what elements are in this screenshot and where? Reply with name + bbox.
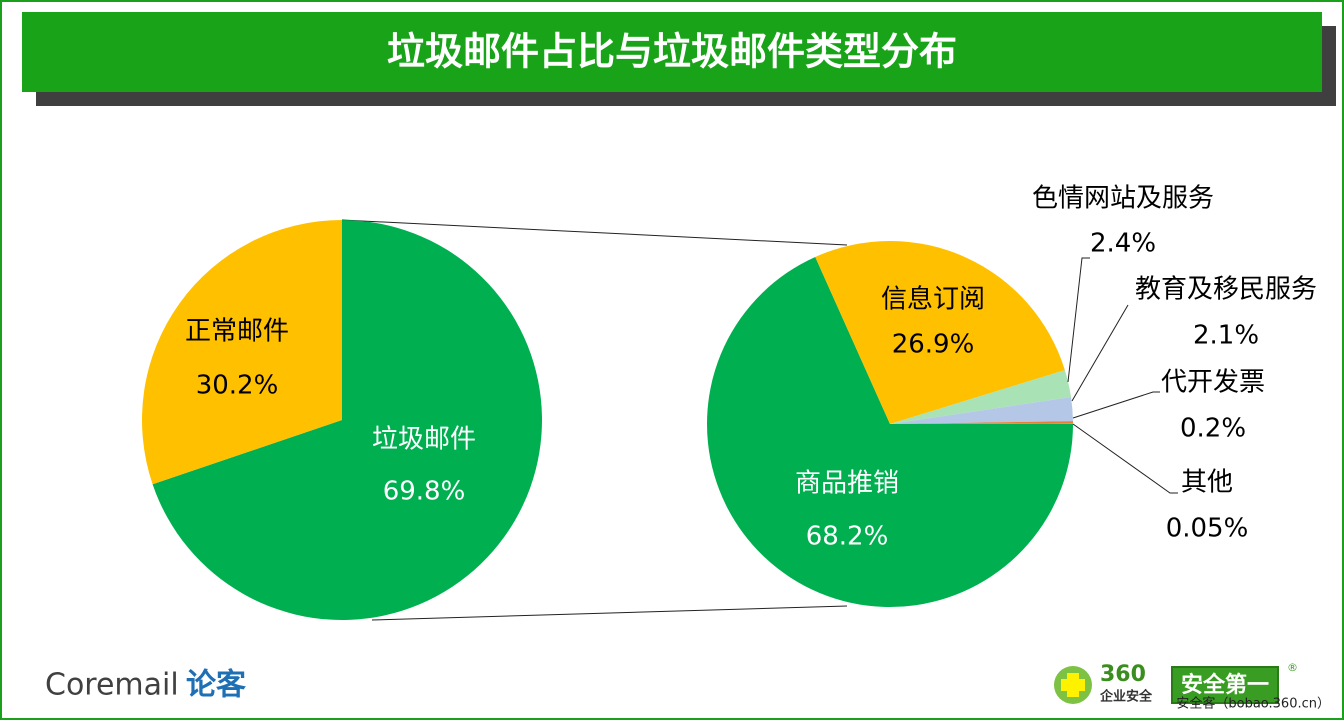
source: 安全客（bobao.360.cn） [1176,696,1330,712]
category-label: 商品推销 [795,469,899,499]
leader-line [1071,304,1129,402]
value-label: 0.2% [1180,414,1246,444]
pie-slice [142,220,342,485]
leader-line [1072,423,1178,494]
category-label: 色情网站及服务 [1032,184,1214,214]
value-label: 0.05% [1166,514,1249,544]
brand-cn: 论客 [186,668,246,703]
leader-line [1072,391,1160,419]
value-label: 2.1% [1193,321,1259,351]
category-label: 正常邮件 [185,317,289,347]
logo-number: 360 [1100,662,1146,687]
pie-slice [152,220,543,621]
pie-slice [890,423,1073,424]
badge-box [1171,666,1279,704]
value-label: 2.4% [1090,229,1156,259]
badge: 安全第一 [1181,672,1269,698]
slide-title: 垃圾邮件占比与垃圾邮件类型分布 [387,30,957,74]
connector [371,605,848,621]
pie-slice [707,256,1073,608]
value-label: 26.9% [892,330,975,360]
category-label: 代开发票 [1161,368,1265,398]
brand: Coremail [45,668,179,703]
leader-line [1067,257,1090,383]
category-label: 信息订阅 [881,285,985,315]
value-label: 30.2% [196,371,279,401]
value-label: 68.2% [806,522,889,552]
category-label: 教育及移民服务 [1135,275,1317,305]
pies: 垃圾邮件 69.8% 正常邮件 30.2% 商品推销 68.2% 信息订阅 26.9% 色情网站… [142,184,1317,621]
pie-slice [890,370,1072,424]
category-label: 其他 [1181,468,1233,498]
title-bar [22,12,1322,92]
pie-slice [890,397,1073,424]
registered: ® [1287,661,1298,674]
pie-slice [890,421,1073,424]
value-label: 69.8% [383,477,466,507]
logo-cross [1061,673,1085,697]
pie-slice [815,241,1065,424]
connector [341,219,848,246]
logo-sub: 企业安全 [1099,689,1153,705]
category-label: 垃圾邮件 [372,425,476,455]
